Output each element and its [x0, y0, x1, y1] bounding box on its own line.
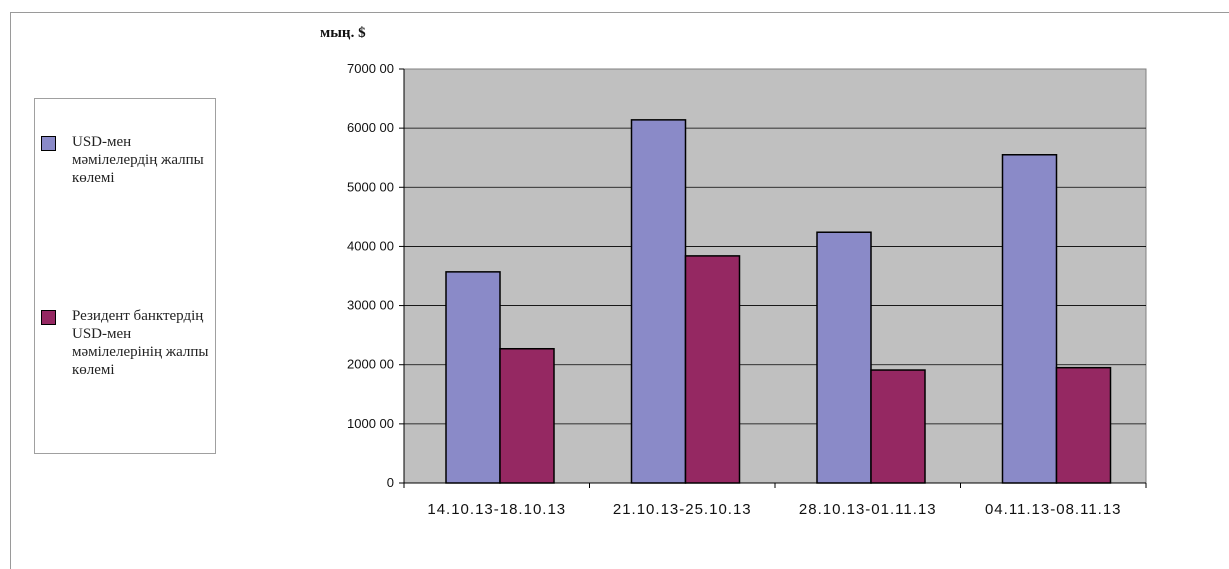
bar-series-1-2 — [630, 119, 687, 484]
y-tick-label: 7000 00 — [347, 61, 394, 76]
unit-label: мың. $ — [320, 25, 366, 41]
legend-item-usd-total: USD-мен мәмілелердің жалпы көлемі — [41, 133, 211, 187]
bars — [445, 119, 1112, 484]
bar-series-2-3 — [870, 369, 926, 484]
chart-frame — [10, 12, 1229, 569]
y-axis-ticks: 0 1000 00 2000 00 3000 00 4000 00 5000 00 6000… — [347, 61, 404, 490]
x-tick-label: 21.10.13-25.10.13 — [613, 501, 752, 518]
legend-swatch-usd-total — [41, 136, 56, 151]
x-axis-ticks: 14.10.13-18.10.13 21.10.13-25.10.13 28.10.… — [403, 483, 1147, 518]
bar-series-2-1 — [499, 347, 555, 484]
x-tick-label: 04.11.13-08.11.13 — [985, 501, 1122, 518]
legend-swatch-resident-banks — [41, 310, 56, 325]
x-tick-label: 28.10.13-01.11.13 — [799, 501, 937, 518]
legend-label-resident-banks: Резидент банктердің USD-мен мәмілелеріні… — [72, 308, 209, 378]
y-tick-label: 3000 00 — [347, 298, 394, 313]
bar-series-2-4 — [1055, 366, 1112, 484]
legend: USD-мен мәмілелердің жалпы көлемі Резиде… — [34, 98, 216, 454]
x-tick-label: 14.10.13-18.10.13 — [427, 501, 566, 518]
y-tick-label: 5000 00 — [347, 179, 394, 194]
y-tick-label: 2000 00 — [347, 357, 394, 372]
bar-series-1-1 — [445, 271, 501, 484]
y-tick-label: 6000 00 — [347, 120, 394, 135]
y-tick-label: 0 — [387, 475, 394, 490]
y-tick-label: 4000 00 — [347, 238, 394, 253]
bar-series-1-4 — [1001, 154, 1058, 484]
legend-item-resident-banks: Резидент банктердің USD-мен мәмілелеріні… — [41, 307, 211, 379]
y-tick-label: 1000 00 — [347, 416, 394, 431]
legend-label-usd-total: USD-мен мәмілелердің жалпы көлемі — [72, 134, 204, 186]
bar-series-1-3 — [816, 231, 872, 484]
bar-series-2-2 — [684, 255, 741, 484]
